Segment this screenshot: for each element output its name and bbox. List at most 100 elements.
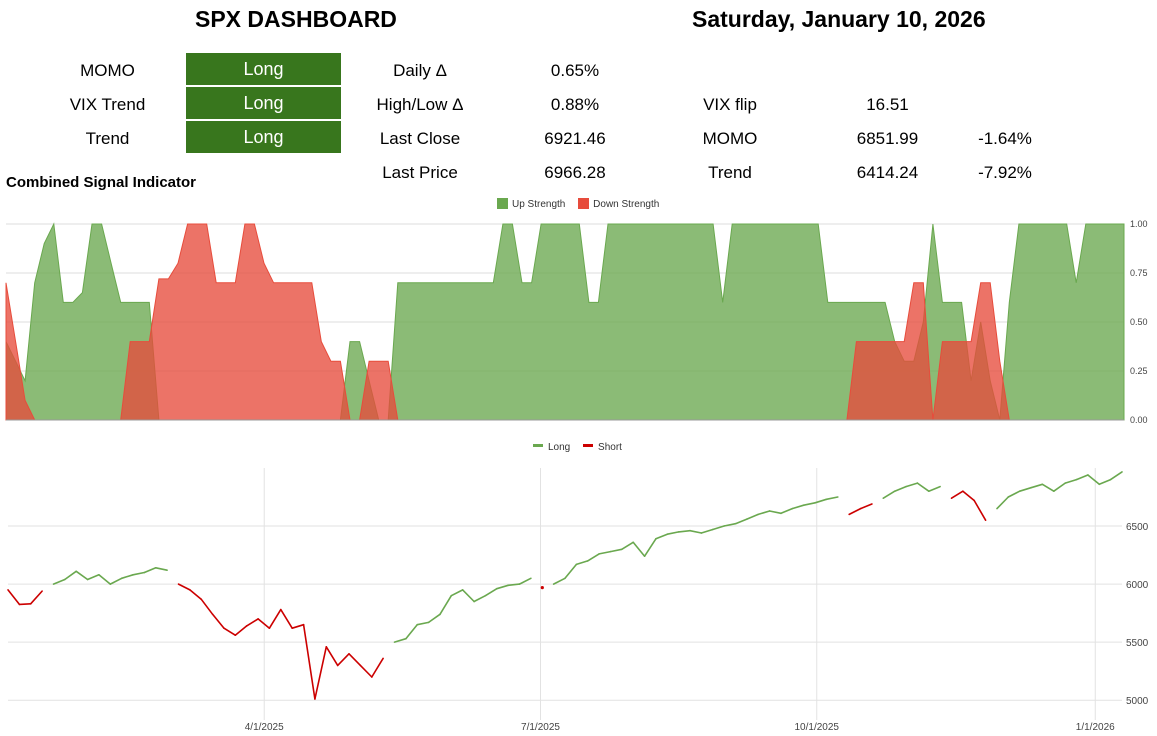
short-segment bbox=[189, 589, 202, 600]
short-segment bbox=[848, 507, 862, 516]
highlow-delta-value: 0.88% bbox=[550, 95, 600, 114]
signal-y-tick: 1.00 bbox=[1130, 219, 1148, 229]
long-segment bbox=[52, 578, 66, 585]
long-segment bbox=[75, 570, 89, 581]
short-legend: Short bbox=[598, 442, 622, 453]
long-segment bbox=[655, 533, 669, 540]
short-segment bbox=[950, 490, 964, 500]
signal-y-tick: 0.75 bbox=[1130, 268, 1148, 278]
vix-flip-label: VIX flip bbox=[703, 95, 757, 114]
long-segment bbox=[564, 563, 578, 580]
short-segment bbox=[245, 618, 259, 627]
short-segment bbox=[973, 499, 987, 522]
long-segment bbox=[746, 513, 760, 520]
long-segment bbox=[86, 574, 100, 581]
momo-level-value: 6851.99 bbox=[856, 129, 919, 148]
signal-y-tick: 0.25 bbox=[1130, 366, 1148, 376]
long-segment bbox=[495, 584, 510, 590]
signal-y-tick: 0.50 bbox=[1130, 317, 1148, 327]
long-segment bbox=[586, 553, 600, 562]
long-legend: Long bbox=[548, 442, 571, 453]
last-price-value: 6966.28 bbox=[544, 163, 606, 182]
long-segment bbox=[609, 548, 623, 553]
long-segment bbox=[416, 621, 430, 626]
price-x-tick: 10/1/2025 bbox=[795, 722, 840, 733]
long-segment bbox=[473, 594, 487, 603]
long-segment bbox=[598, 550, 612, 555]
short-line-swatch bbox=[583, 444, 594, 447]
long-segment bbox=[780, 507, 794, 515]
price-x-tick: 7/1/2025 bbox=[521, 722, 560, 733]
long-segment bbox=[461, 589, 475, 603]
long-segment bbox=[155, 567, 168, 571]
price-line-chart: 6500 6000 5500 5000 4/1/2025 7/1/2025 10/1/202… bbox=[7, 468, 1149, 733]
momo-level-label: MOMO bbox=[702, 129, 758, 148]
short-segment bbox=[200, 598, 214, 616]
signal-label-momo: MOMO bbox=[80, 61, 135, 80]
trend-level-label: Trend bbox=[708, 163, 752, 182]
long-segment bbox=[109, 577, 123, 585]
up-strength-swatch bbox=[497, 198, 508, 209]
long-segment bbox=[666, 531, 680, 535]
long-segment bbox=[1064, 478, 1078, 484]
dashboard-title: SPX DASHBOARD bbox=[195, 6, 397, 32]
short-segment bbox=[234, 625, 248, 636]
long-segment bbox=[677, 529, 691, 533]
long-segment bbox=[825, 496, 839, 501]
signal-chart-title: Combined Signal Indicator bbox=[6, 174, 197, 191]
long-segment bbox=[814, 498, 828, 504]
long-segment bbox=[393, 637, 407, 643]
short-segment bbox=[177, 583, 191, 591]
long-segment bbox=[1018, 486, 1032, 493]
short-segment bbox=[336, 653, 350, 667]
long-segment bbox=[1007, 490, 1021, 498]
price-y-tick: 5500 bbox=[1126, 638, 1149, 649]
short-segment bbox=[302, 623, 316, 700]
price-x-tick: 4/1/2025 bbox=[245, 722, 284, 733]
long-segment bbox=[1053, 482, 1066, 493]
short-segment bbox=[279, 608, 294, 629]
long-segment bbox=[64, 570, 77, 581]
long-segment bbox=[1109, 471, 1123, 481]
trend-level-value: 6414.24 bbox=[856, 163, 919, 182]
long-segment bbox=[1030, 483, 1044, 489]
long-segment bbox=[450, 589, 464, 597]
price-y-tick: 6000 bbox=[1126, 580, 1149, 591]
signal-area-chart: 1.00 0.75 0.50 0.25 0.00 bbox=[5, 219, 1148, 425]
short-segment bbox=[314, 646, 328, 700]
long-segment bbox=[143, 567, 157, 574]
short-point bbox=[540, 586, 544, 590]
long-segment bbox=[643, 538, 657, 557]
long-segment bbox=[98, 574, 112, 585]
vix-flip-value: 16.51 bbox=[866, 95, 909, 114]
down-strength-legend: Down Strength bbox=[593, 199, 660, 210]
long-segment bbox=[120, 574, 134, 580]
long-segment bbox=[405, 623, 419, 640]
long-segment bbox=[768, 510, 782, 515]
price-x-tick: 1/1/2026 bbox=[1076, 722, 1115, 733]
momo-pct-value: -1.64% bbox=[978, 129, 1032, 148]
long-segment bbox=[427, 613, 441, 624]
long-segment bbox=[905, 482, 919, 488]
short-segment bbox=[291, 623, 305, 629]
last-close-label: Last Close bbox=[379, 129, 461, 148]
long-segment bbox=[484, 587, 498, 597]
short-segment bbox=[29, 590, 43, 605]
long-segment bbox=[1087, 474, 1101, 486]
signal-label-trend: Trend bbox=[85, 129, 130, 148]
long-segment bbox=[916, 482, 930, 493]
short-segment bbox=[257, 618, 271, 629]
short-segment bbox=[962, 490, 976, 502]
short-segment bbox=[211, 613, 225, 629]
signal-y-tick: 0.00 bbox=[1130, 415, 1148, 425]
short-segment bbox=[859, 503, 873, 510]
last-close-value: 6921.46 bbox=[544, 129, 606, 148]
down-strength-swatch bbox=[578, 198, 590, 209]
short-segment bbox=[18, 603, 32, 606]
long-segment bbox=[1041, 483, 1055, 493]
highlow-delta-label: High/Low Δ bbox=[376, 95, 464, 114]
daily-delta-value: 0.65% bbox=[550, 61, 600, 80]
long-segment bbox=[518, 577, 532, 585]
long-segment bbox=[927, 485, 941, 493]
long-segment bbox=[632, 541, 646, 557]
